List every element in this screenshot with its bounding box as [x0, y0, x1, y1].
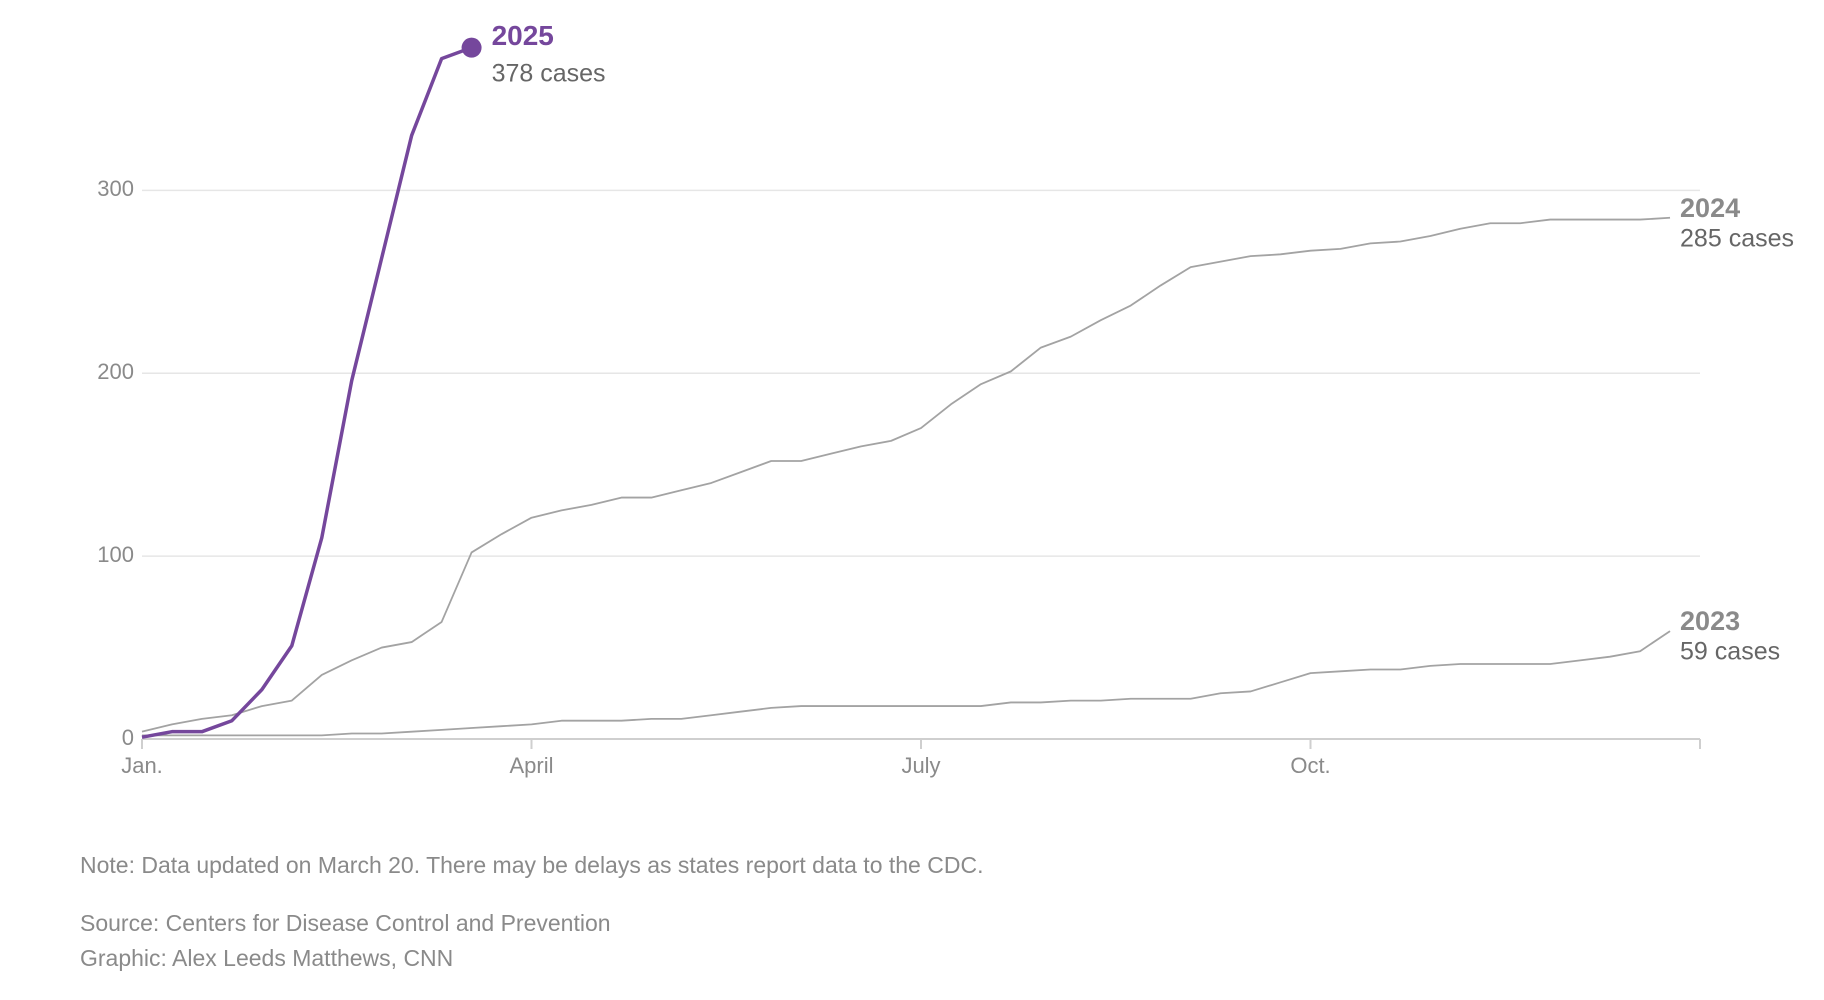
series-line: [141, 216, 1671, 733]
x-tick-label: Jan.: [121, 753, 163, 778]
series-name: 2023: [1680, 606, 1740, 636]
end-label: 285 cases: [1680, 224, 1794, 252]
y-tick-label: 200: [97, 359, 134, 384]
series-line: [142, 630, 1671, 737]
series-name: 2024: [1680, 193, 1740, 223]
series-line: [141, 46, 473, 739]
x-tick-label: July: [901, 753, 940, 778]
series-name: 2025: [492, 20, 554, 51]
credit: Graphic: Alex Leeds Matthews, CNN: [80, 945, 453, 971]
note: Note: Data updated on March 20. There ma…: [80, 852, 983, 878]
source: Source: Centers for Disease Control and …: [80, 910, 611, 936]
y-tick-label: 100: [97, 542, 134, 567]
x-tick-label: April: [509, 753, 553, 778]
end-label: 378 cases: [492, 59, 606, 87]
y-tick-label: 0: [122, 725, 134, 750]
y-tick-label: 300: [97, 176, 134, 201]
x-tick-label: Oct.: [1290, 753, 1330, 778]
end-label: 59 cases: [1680, 638, 1780, 666]
end-dot: [461, 37, 482, 58]
